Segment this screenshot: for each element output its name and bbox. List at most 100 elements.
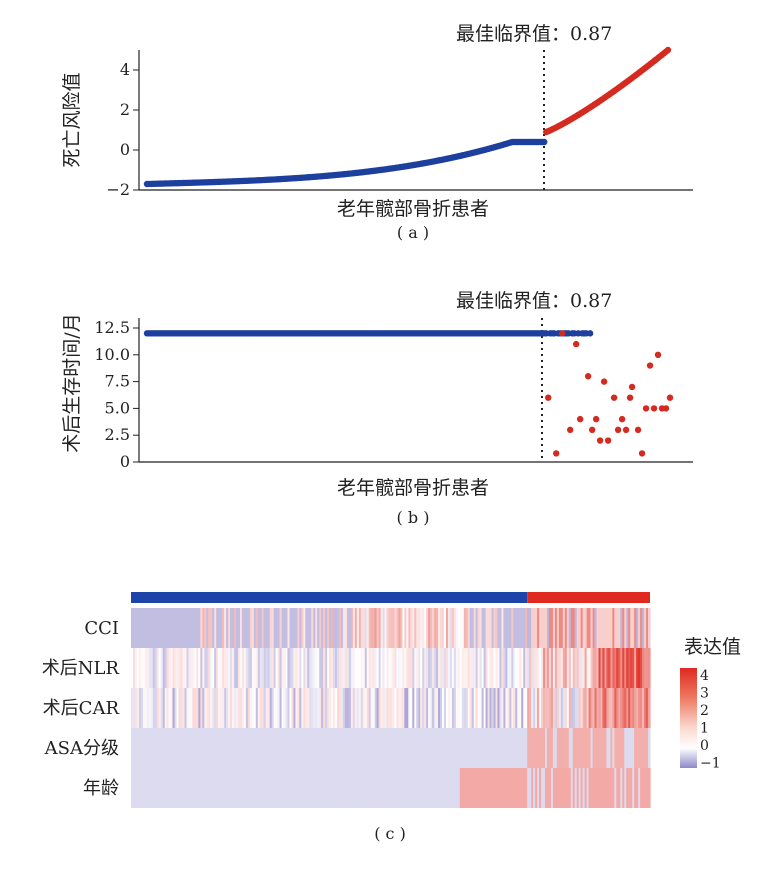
panel-b: 最佳临界值：0.87 0 2.5 5.0 7.5 10.0 12.5 术后生存时间/月 老…	[61, 290, 693, 527]
heatmap-cell	[251, 688, 255, 728]
heatmap-cell	[319, 768, 322, 808]
heatmap-cell	[319, 648, 322, 688]
heatmap-cell	[142, 608, 146, 648]
heatmap-cell	[265, 608, 269, 648]
heatmap-cell	[158, 728, 162, 768]
heatmap-cell	[131, 608, 134, 648]
heatmap-cell	[610, 768, 613, 808]
y-tick-label-a: −2	[106, 180, 130, 199]
heatmap-cell	[277, 728, 281, 768]
heatmap-cell	[154, 648, 158, 688]
heatmap-cell	[146, 648, 150, 688]
heatmap-cell	[640, 608, 643, 648]
heatmap-cell	[521, 608, 524, 648]
heatmap-cell	[582, 768, 586, 808]
heatmap-cell	[422, 728, 425, 768]
heatmap-cell	[257, 608, 261, 648]
heatmap-cell	[644, 728, 647, 768]
heatmap-cell	[612, 688, 615, 728]
heatmap-cell	[358, 768, 362, 808]
heatmap-cell	[459, 688, 463, 728]
heatmap-cell	[438, 648, 441, 688]
heatmap-cell	[420, 648, 423, 688]
heatmap-cell	[364, 728, 368, 768]
heatmap-cell	[269, 728, 273, 768]
panel-label-c: ( c )	[374, 824, 406, 843]
heatmap-cell	[554, 728, 558, 768]
heatmap-cell	[166, 608, 170, 648]
heatmap-cell	[131, 688, 134, 728]
heatmap-cell	[451, 648, 455, 688]
heatmap-cell	[132, 768, 136, 808]
heatmap-cell	[570, 648, 574, 688]
heatmap-cell	[386, 728, 390, 768]
heatmap-cell	[574, 608, 578, 648]
heatmap-cell	[132, 728, 136, 768]
heatmap-cell	[618, 768, 621, 808]
heatmap-cell	[138, 688, 142, 728]
group-bar-low	[131, 592, 528, 603]
heatmap-cell	[610, 608, 613, 648]
heatmap-cell	[461, 768, 465, 808]
heatmap-cell	[430, 688, 433, 728]
heatmap-cell	[535, 688, 538, 728]
heatmap-cell	[384, 648, 388, 688]
heatmap-cell	[511, 608, 514, 648]
heatmap-cell	[317, 688, 320, 728]
heatmap-cell	[170, 768, 174, 808]
heatmap-cell	[501, 608, 505, 648]
heatmap-cell	[440, 648, 443, 688]
heatmap-cell	[148, 688, 152, 728]
heatmap-cell	[241, 768, 245, 808]
heatmap-cell	[299, 648, 302, 688]
heatmap-cell	[136, 728, 140, 768]
heatmap-cell	[517, 688, 520, 728]
heatmap-cell	[469, 608, 473, 648]
heatmap-cell	[426, 648, 429, 688]
heatmap-cell	[315, 608, 318, 648]
y-tick-label-b: 12.5	[94, 318, 130, 337]
heatmap-cell	[481, 768, 485, 808]
heatmap-cell	[556, 688, 560, 728]
heatmap-cell	[552, 768, 556, 808]
heatmap-cell	[333, 768, 336, 808]
heatmap-cell	[548, 648, 552, 688]
heatmap-cell	[267, 728, 271, 768]
heatmap-cell	[220, 728, 223, 768]
heatmap-cell	[356, 688, 360, 728]
heatmap-cell	[521, 768, 524, 808]
heatmap-cell	[138, 648, 142, 688]
heatmap-cell	[257, 728, 261, 768]
heatmap-cell	[602, 648, 606, 688]
heatmap-cell	[533, 648, 536, 688]
heatmap-cell	[463, 648, 467, 688]
heatmap-cell	[533, 728, 536, 768]
heatmap-cell	[638, 688, 641, 728]
heatmap-cell	[295, 648, 298, 688]
heatmap-cell	[594, 728, 598, 768]
heatmap-cell	[170, 688, 174, 728]
heatmap-cell	[451, 688, 455, 728]
heatmap-cell	[166, 728, 170, 768]
heatmap-cell	[331, 608, 334, 648]
heatmap-cell	[394, 688, 398, 728]
heatmap-cell	[241, 728, 245, 768]
heatmap-cell	[335, 728, 338, 768]
heatmap-cell	[519, 768, 522, 808]
heatmap-cell	[188, 648, 192, 688]
heatmap-cell	[319, 688, 322, 728]
heatmap-cell	[602, 688, 606, 728]
heatmap-cell	[202, 608, 205, 648]
heatmap-cell	[333, 728, 336, 768]
heatmap-cell	[208, 608, 211, 648]
heatmap-cell	[483, 608, 487, 648]
heatmap-cell	[511, 768, 514, 808]
heatmap-cell	[618, 728, 621, 768]
heatmap-cell	[368, 688, 372, 728]
heatmap-cell	[428, 688, 431, 728]
heatmap-cell	[299, 768, 302, 808]
heatmap-cell	[228, 608, 231, 648]
heatmap-cell	[590, 768, 594, 808]
heatmap-cell	[461, 728, 465, 768]
heatmap-cell	[539, 688, 542, 728]
